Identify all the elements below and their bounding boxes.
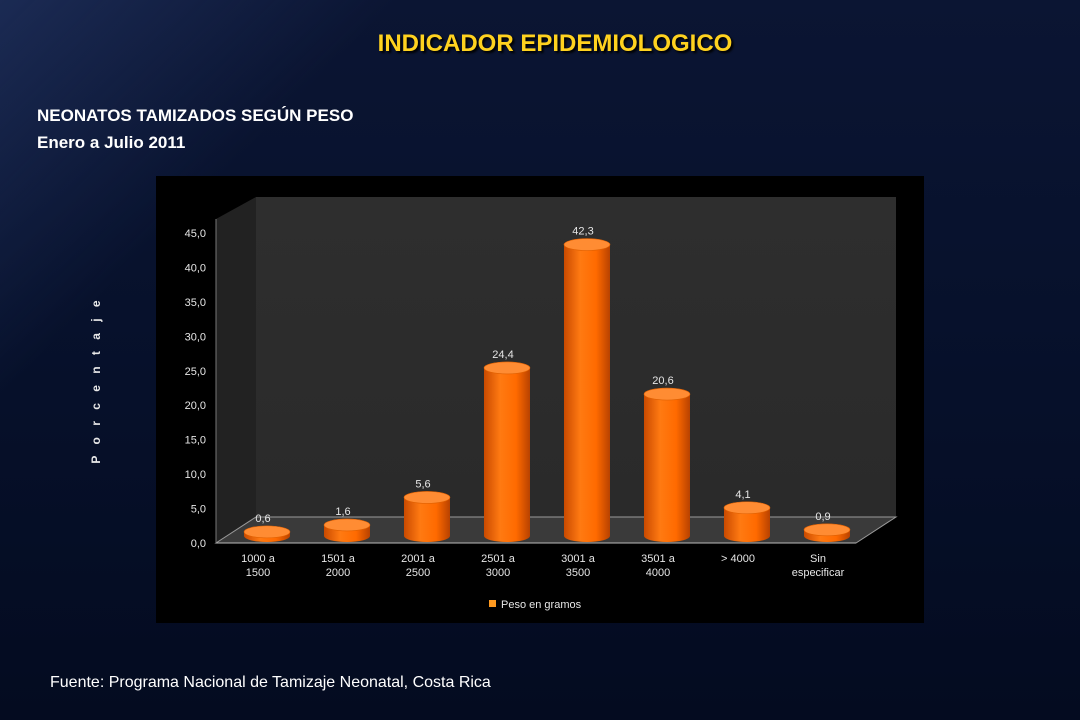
y-tick-label: 25,0 [185, 366, 206, 378]
x-tick-label: 3000 [486, 567, 510, 579]
x-tick-label: 2500 [406, 567, 430, 579]
chart-subtitle: NEONATOS TAMIZADOS SEGÚN PESO [37, 106, 354, 125]
data-label: 0,6 [255, 513, 270, 525]
data-label: 5,6 [415, 478, 430, 490]
chart-side-wall [216, 197, 256, 543]
x-tick-label: 1501 a [321, 553, 356, 565]
data-label: 24,4 [492, 349, 513, 361]
legend-swatch [489, 600, 496, 607]
x-tick-label: 1500 [246, 567, 270, 579]
bar-top [243, 525, 291, 539]
chart-floor [214, 516, 898, 544]
x-tick-label: 3501 a [641, 553, 676, 565]
x-tick-label: 3001 a [561, 553, 596, 565]
y-tick-label: 0,0 [191, 538, 206, 550]
x-tick-label: Sin [810, 553, 826, 565]
x-tick-label: 4000 [646, 567, 670, 579]
y-tick-label: 45,0 [185, 228, 206, 240]
bar-top [643, 387, 691, 401]
x-tick-label: 2501 a [481, 553, 516, 565]
bar-top [563, 238, 611, 251]
x-tick-label: especificar [792, 567, 845, 579]
data-label: 20,6 [652, 375, 673, 387]
legend-label: Peso en gramos [501, 599, 582, 611]
y-tick-label: 30,0 [185, 331, 206, 343]
bar [564, 244, 610, 542]
bar [484, 367, 530, 542]
y-tick-label: 5,0 [191, 504, 206, 516]
y-axis-label-text: P o r c e n t a j e [89, 296, 103, 464]
y-tick-label: 20,0 [185, 400, 206, 412]
data-label: 0,9 [815, 511, 830, 523]
bar [404, 497, 450, 542]
data-label: 1,6 [335, 506, 350, 518]
bar-top [803, 523, 851, 537]
x-tick-label: > 4000 [721, 553, 755, 565]
y-tick-label: 40,0 [185, 262, 206, 274]
bar [724, 507, 770, 542]
chart-period: Enero a Julio 2011 [37, 133, 186, 152]
data-label: 4,1 [735, 489, 750, 501]
y-tick-label: 35,0 [185, 297, 206, 309]
x-tick-label: 1000 a [241, 553, 276, 565]
bar-top [323, 518, 371, 532]
data-label: 42,3 [572, 226, 593, 238]
bar [644, 394, 690, 542]
bar-chart: 0,0 5,0 10,0 15,0 20,0 25,0 30,0 35,0 40,0 45,0 0,… [185, 197, 898, 611]
source-note: Fuente: Programa Nacional de Tamizaje Ne… [50, 674, 491, 691]
y-tick-label: 10,0 [185, 469, 206, 481]
x-tick-label: 2001 a [401, 553, 436, 565]
chart-panel: 0,0 5,0 10,0 15,0 20,0 25,0 30,0 35,0 40,0 45,0 0,… [156, 176, 924, 623]
bar-top [403, 491, 451, 504]
bar-top [723, 501, 771, 515]
x-tick-label: 3500 [566, 567, 590, 579]
x-tick-label: 2000 [326, 567, 350, 579]
bar-top [483, 361, 531, 375]
slide-title: INDICADOR EPIDEMIOLOGICO [377, 30, 733, 57]
y-tick-label: 15,0 [185, 435, 206, 447]
